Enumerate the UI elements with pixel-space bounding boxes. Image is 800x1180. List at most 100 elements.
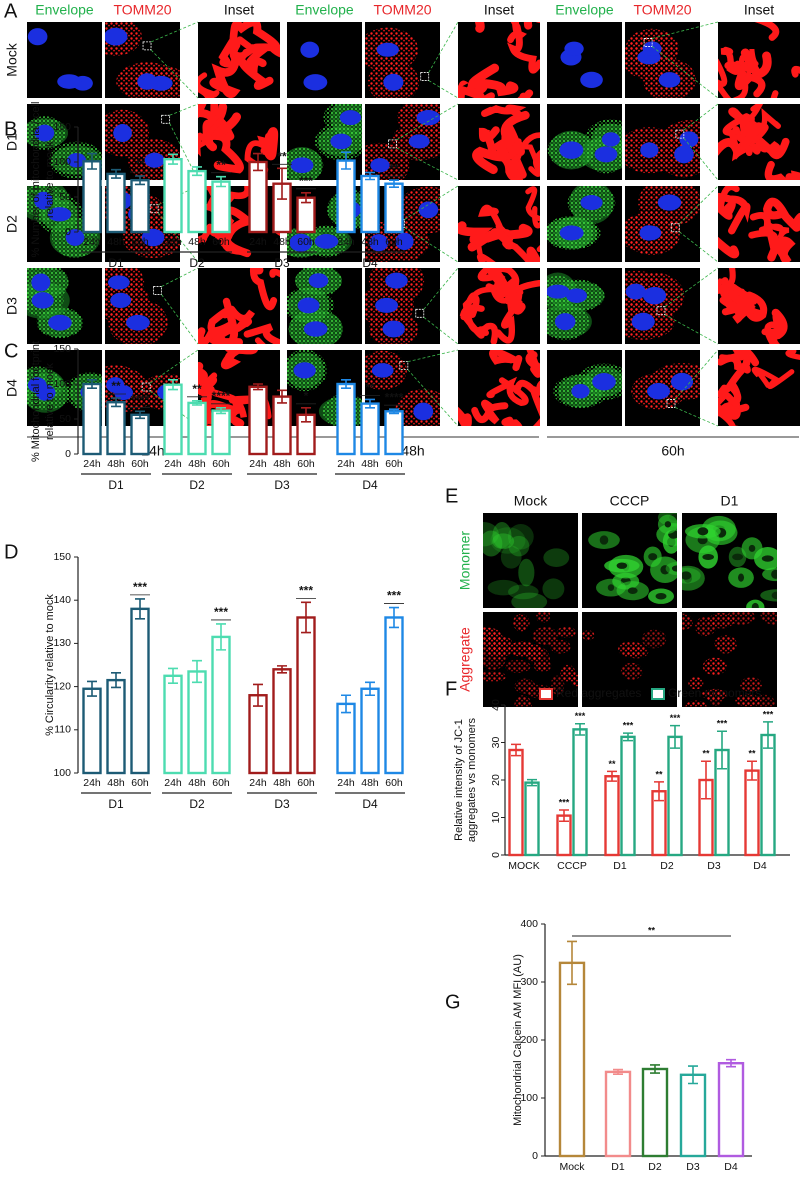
y-tick-label: 100 [520, 1092, 538, 1104]
significance: **** [385, 390, 404, 404]
x-tick-label: CCCP [557, 860, 587, 872]
zoom-line [664, 267, 719, 308]
nucleus [137, 73, 158, 90]
mitochondrion [767, 232, 796, 262]
nucleus [370, 158, 390, 173]
nucleus [642, 286, 667, 305]
mitochondrion [517, 89, 534, 98]
bar [572, 728, 588, 857]
nucleus [563, 225, 584, 240]
cell-dark [655, 592, 667, 600]
x-tick-label: 48h [361, 777, 379, 789]
x-tick-label: 48h [188, 777, 206, 789]
error-bar [277, 389, 287, 404]
error-bar [301, 601, 311, 634]
y-tick-label: 150 [53, 121, 71, 133]
significance: *** [559, 797, 570, 807]
mitochondrion [526, 350, 540, 378]
nucleus [642, 41, 662, 57]
x-tick-label: 48h [273, 458, 291, 470]
monomer-signal [508, 584, 539, 600]
y-tick-label: 150 [53, 551, 71, 563]
zoom-line [652, 21, 719, 39]
x-tick-label: 60h [212, 458, 230, 470]
nucleus [385, 272, 408, 289]
mitochondrion [229, 41, 274, 90]
x-tick-label: 48h [361, 458, 379, 470]
aggregate-signal [618, 641, 644, 658]
envelope-image [547, 272, 605, 341]
y-tick-label: 100 [53, 767, 71, 779]
nucleus [297, 297, 320, 314]
error-bar [717, 730, 727, 770]
nucleus [48, 314, 72, 331]
nucleus [547, 284, 570, 299]
error-bar [216, 175, 226, 188]
error-bar [168, 379, 178, 391]
x-tick-label: 60h [385, 458, 403, 470]
x-tick-label: 24h [249, 236, 267, 248]
nucleus [330, 133, 352, 150]
error-bar [168, 153, 178, 165]
nucleus [144, 152, 165, 168]
mitochondrion [718, 236, 740, 259]
aggregate-signal [532, 626, 559, 646]
mitochondrion [718, 379, 741, 408]
aggregate-signal [688, 677, 704, 690]
inset-box [666, 399, 676, 408]
zoom-line [407, 349, 459, 363]
x-tick-label: 24h [164, 236, 182, 248]
x-tick-label: 48h [107, 236, 125, 248]
zoom-line [679, 185, 719, 225]
nucleus [658, 72, 681, 88]
error-bar [763, 721, 773, 749]
nucleus [47, 207, 72, 222]
mitochondrion [718, 58, 749, 98]
mitochondrion [458, 221, 512, 246]
cell-dark [664, 521, 672, 528]
bar [744, 769, 760, 857]
bar [384, 410, 404, 456]
error-bar [192, 400, 202, 406]
significance: ** [608, 759, 616, 769]
bar [604, 1070, 632, 1158]
significance: ** [648, 925, 656, 935]
bar [336, 159, 356, 234]
aggregate-signal [526, 644, 544, 660]
mitochondrion [468, 63, 519, 97]
bar [248, 385, 268, 456]
error-bar [389, 408, 399, 415]
nucleus [376, 42, 399, 57]
group-label: D2 [189, 797, 205, 811]
mitochondrion [761, 312, 786, 344]
monomer-image [682, 515, 777, 608]
column-header: TOMM20 [633, 2, 691, 18]
error-bar [111, 168, 121, 179]
mitochondrion [198, 366, 208, 383]
bar [336, 382, 356, 456]
tomm20-image [365, 268, 425, 344]
mitochondrion [739, 48, 759, 75]
aggregate-signal [682, 613, 694, 630]
error-bar [168, 667, 178, 684]
nucleus [105, 27, 128, 46]
bar [82, 160, 102, 234]
zoom-line [161, 294, 199, 345]
nucleus [382, 320, 405, 338]
mitochondrion [496, 276, 526, 315]
mitochondrion [721, 291, 768, 322]
error-bar [135, 410, 145, 420]
significance: ** [277, 149, 287, 163]
row-label: D1 [4, 133, 20, 151]
x-tick-label: 48h [361, 236, 379, 248]
nucleus [601, 132, 620, 147]
error-bar [650, 1064, 660, 1074]
nucleus [339, 110, 362, 126]
y-tick-label: 30 [490, 737, 502, 749]
y-tick-label: 50 [59, 191, 71, 203]
x-tick-label: D2 [648, 1161, 662, 1173]
error-bar [87, 152, 97, 170]
significance: *** [575, 711, 586, 721]
mitochondrion [764, 160, 800, 180]
bar [667, 735, 683, 857]
